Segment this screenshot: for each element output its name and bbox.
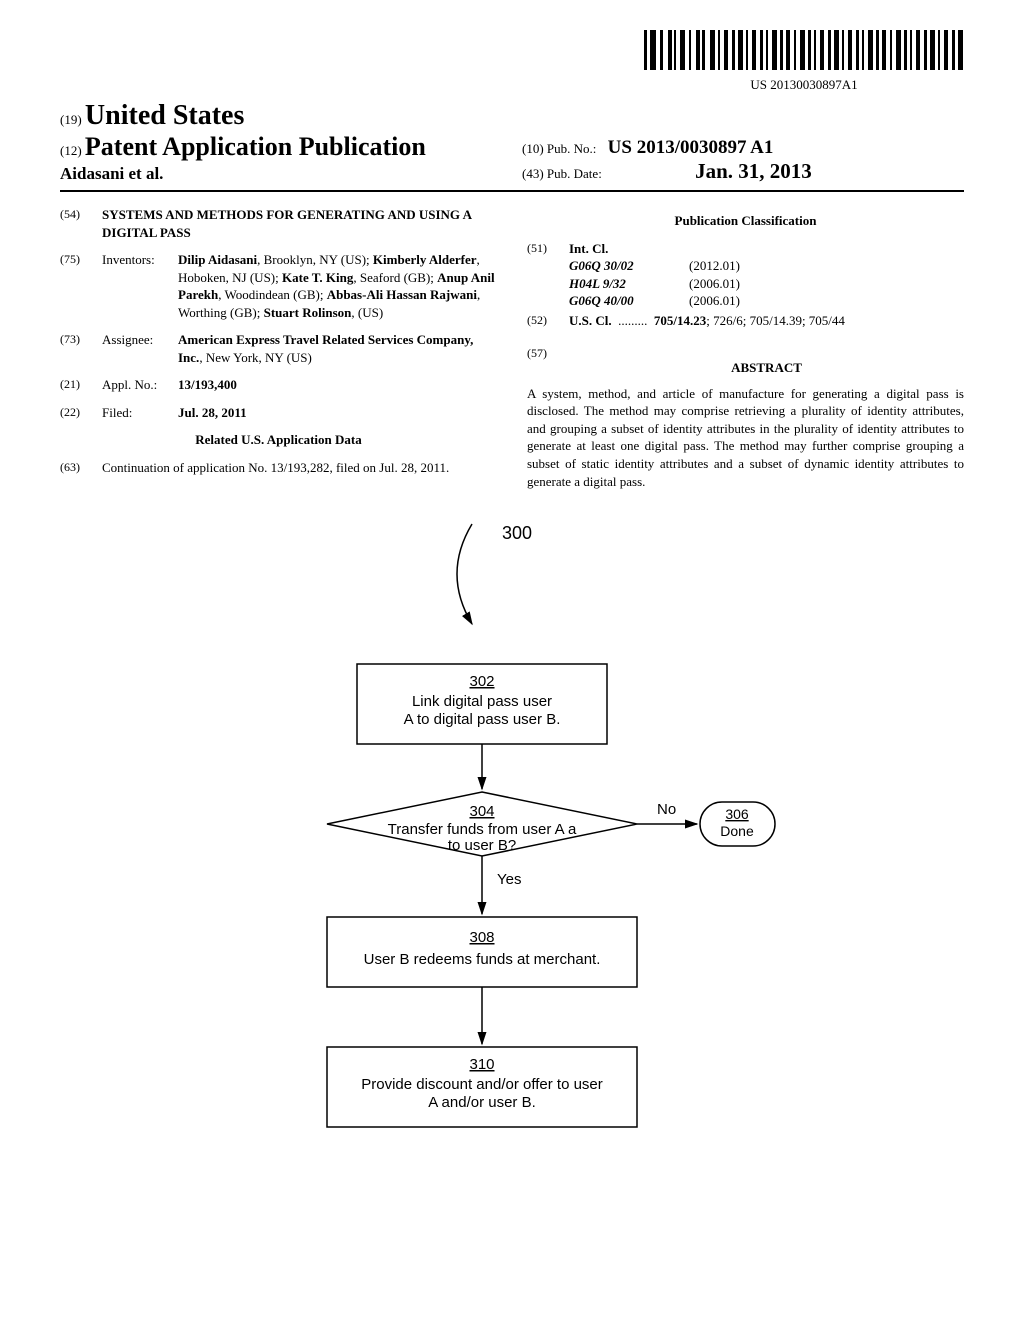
intcl-year: (2006.01) bbox=[689, 292, 964, 310]
intcl-item: G06Q 30/02 (2012.01) bbox=[569, 257, 964, 275]
pub-no-num: (10) bbox=[522, 141, 544, 156]
filed-label: Filed: bbox=[102, 404, 178, 422]
cont-num: (63) bbox=[60, 459, 102, 477]
box306-label: Done bbox=[720, 823, 754, 839]
uscl-row: (52) U.S. Cl. ......... 705/14.23; 726/6… bbox=[527, 312, 964, 330]
box308-text: User B redeems funds at merchant. bbox=[364, 951, 601, 968]
box304-num: 304 bbox=[469, 803, 494, 820]
authors-line: Aidasani et al. bbox=[60, 164, 502, 184]
pub-no-line: (10) Pub. No.: US 2013/0030897 A1 bbox=[522, 137, 964, 159]
pub-date-line: (43) Pub. Date: Jan. 31, 2013 bbox=[522, 159, 964, 184]
ref-300: 300 bbox=[502, 523, 532, 543]
box310-line2: A and/or user B. bbox=[428, 1094, 536, 1111]
intcl-code: H04L 9/32 bbox=[569, 275, 689, 293]
intcl-item: H04L 9/32 (2006.01) bbox=[569, 275, 964, 293]
filed-num: (22) bbox=[60, 404, 102, 422]
intcl-body: Int. Cl. G06Q 30/02 (2012.01) H04L 9/32 … bbox=[569, 240, 964, 310]
pub-type-line: (12) Patent Application Publication bbox=[60, 132, 502, 162]
header-right: (10) Pub. No.: US 2013/0030897 A1 (43) P… bbox=[502, 137, 964, 184]
intcl-year: (2012.01) bbox=[689, 257, 964, 275]
assignee-row: (73) Assignee: American Express Travel R… bbox=[60, 331, 497, 366]
uscl-label: U.S. Cl. bbox=[569, 313, 612, 328]
intcl-label: Int. Cl. bbox=[569, 240, 964, 258]
abstract-body: A system, method, and article of manufac… bbox=[527, 385, 964, 490]
header-left: (19) United States (12) Patent Applicati… bbox=[60, 100, 502, 184]
intcl-num: (51) bbox=[527, 240, 569, 310]
box302-line2: A to digital pass user B. bbox=[404, 711, 561, 728]
filed-row: (22) Filed: Jul. 28, 2011 bbox=[60, 404, 497, 422]
uscl-body: U.S. Cl. ......... 705/14.23; 726/6; 705… bbox=[569, 312, 964, 330]
box310-line1: Provide discount and/or offer to user bbox=[361, 1076, 603, 1093]
uscl-dots: ......... bbox=[618, 313, 647, 328]
pub-no: US 2013/0030897 A1 bbox=[608, 137, 774, 158]
appl-label: Appl. No.: bbox=[102, 376, 178, 394]
box310-num: 310 bbox=[469, 1056, 494, 1073]
title-num: (54) bbox=[60, 206, 102, 241]
abstract-heading: ABSTRACT bbox=[569, 359, 964, 377]
pub-date: Jan. 31, 2013 bbox=[695, 159, 812, 183]
barcode-svg bbox=[644, 30, 964, 70]
box308-num: 308 bbox=[469, 929, 494, 946]
filed: Jul. 28, 2011 bbox=[178, 404, 497, 422]
inventors-label: Inventors: bbox=[102, 251, 178, 321]
pub-type-num: (12) bbox=[60, 143, 82, 158]
appl-row: (21) Appl. No.: 13/193,400 bbox=[60, 376, 497, 394]
inventors-row: (75) Inventors: Dilip Aidasani, Brooklyn… bbox=[60, 251, 497, 321]
uscl-num: (52) bbox=[527, 312, 569, 330]
country-num: (19) bbox=[60, 112, 82, 127]
abstract-row: (57) ABSTRACT bbox=[527, 345, 964, 385]
pub-no-label: Pub. No.: bbox=[547, 141, 596, 156]
pub-type: Patent Application Publication bbox=[85, 132, 426, 161]
classification-heading: Publication Classification bbox=[527, 212, 964, 230]
box302-line1: Link digital pass user bbox=[412, 693, 552, 710]
assignee-num: (73) bbox=[60, 331, 102, 366]
appl-num: (21) bbox=[60, 376, 102, 394]
intcl-year: (2006.01) bbox=[689, 275, 964, 293]
cont: Continuation of application No. 13/193,2… bbox=[102, 459, 497, 477]
box304-line2: to user B? bbox=[448, 837, 516, 854]
country-line: (19) United States bbox=[60, 100, 502, 132]
intcl-item: G06Q 40/00 (2006.01) bbox=[569, 292, 964, 310]
barcode: US 20130030897A1 bbox=[644, 30, 964, 93]
patent-page: US 20130030897A1 (19) United States (12)… bbox=[0, 0, 1024, 1249]
inventors-num: (75) bbox=[60, 251, 102, 321]
related-heading: Related U.S. Application Data bbox=[60, 431, 497, 449]
barcode-text: US 20130030897A1 bbox=[644, 77, 964, 93]
inventors-body: Dilip Aidasani, Brooklyn, NY (US); Kimbe… bbox=[178, 251, 497, 321]
intcl-row: (51) Int. Cl. G06Q 30/02 (2012.01) H04L … bbox=[527, 240, 964, 310]
flowchart: 300 302 Link digital pass user A to digi… bbox=[60, 514, 964, 1219]
left-col: (54) SYSTEMS AND METHODS FOR GENERATING … bbox=[60, 206, 497, 490]
title: SYSTEMS AND METHODS FOR GENERATING AND U… bbox=[102, 206, 497, 241]
pub-date-label: Pub. Date: bbox=[547, 166, 602, 181]
intcl-code: G06Q 40/00 bbox=[569, 292, 689, 310]
header-block: (19) United States (12) Patent Applicati… bbox=[60, 100, 964, 192]
box302-num: 302 bbox=[469, 673, 494, 690]
cont-row: (63) Continuation of application No. 13/… bbox=[60, 459, 497, 477]
title-row: (54) SYSTEMS AND METHODS FOR GENERATING … bbox=[60, 206, 497, 241]
barcode-area: US 20130030897A1 bbox=[60, 30, 964, 94]
flowchart-svg: 300 302 Link digital pass user A to digi… bbox=[242, 514, 782, 1214]
right-col: Publication Classification (51) Int. Cl.… bbox=[527, 206, 964, 490]
yes-label: Yes bbox=[497, 871, 521, 888]
intcl-code: G06Q 30/02 bbox=[569, 257, 689, 275]
box306-num: 306 bbox=[725, 806, 749, 822]
appl: 13/193,400 bbox=[178, 376, 497, 394]
pub-date-num: (43) bbox=[522, 166, 544, 181]
intcl-table: G06Q 30/02 (2012.01) H04L 9/32 (2006.01)… bbox=[569, 257, 964, 310]
abstract-num: (57) bbox=[527, 345, 569, 385]
assignee-body: American Express Travel Related Services… bbox=[178, 331, 497, 366]
box304-line1: Transfer funds from user A a bbox=[388, 821, 577, 838]
assignee-label: Assignee: bbox=[102, 331, 178, 366]
no-label: No bbox=[657, 801, 676, 818]
two-col: (54) SYSTEMS AND METHODS FOR GENERATING … bbox=[60, 206, 964, 490]
country: United States bbox=[85, 100, 244, 131]
